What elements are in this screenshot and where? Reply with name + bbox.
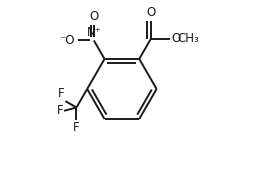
Text: O: O (89, 10, 99, 23)
Text: F: F (58, 87, 64, 100)
Text: F: F (73, 121, 80, 134)
Text: ⁻O: ⁻O (59, 34, 75, 47)
Text: O: O (171, 32, 180, 45)
Text: CH₃: CH₃ (178, 32, 199, 45)
Text: N⁺: N⁺ (86, 26, 101, 39)
Text: F: F (57, 104, 63, 117)
Text: O: O (146, 6, 155, 19)
